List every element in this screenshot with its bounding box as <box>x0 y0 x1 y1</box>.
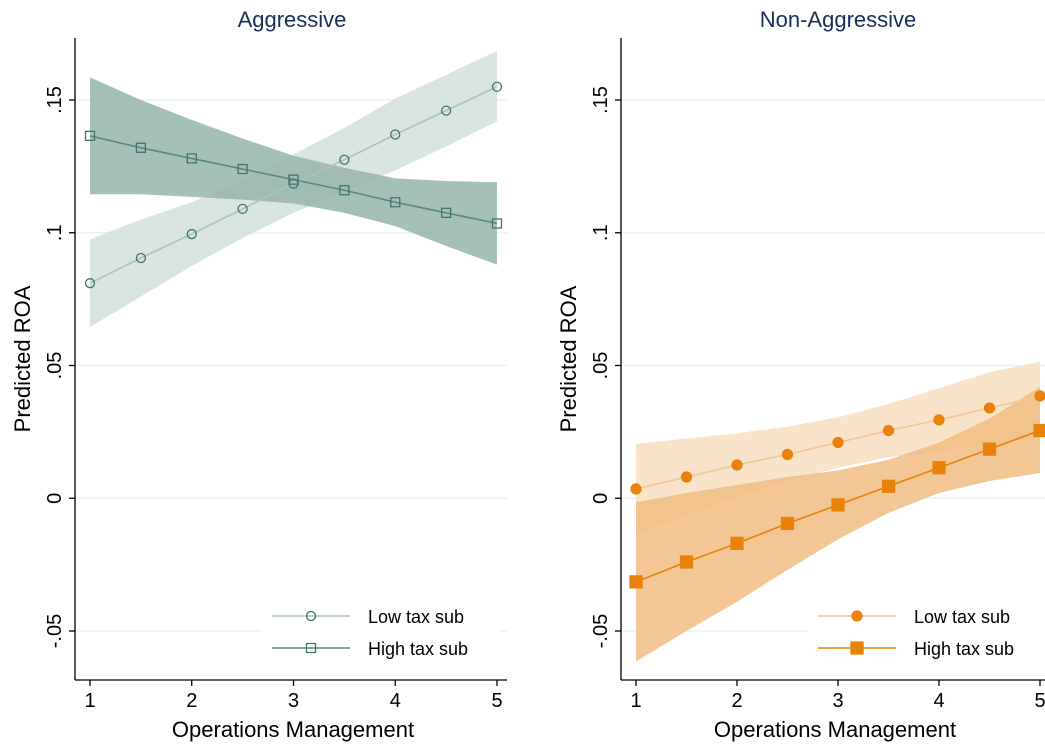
legend-box <box>808 598 1045 666</box>
data-point-low-tax-sub <box>781 448 794 461</box>
confidence-band-high-tax-sub <box>90 77 497 265</box>
legend-label: High tax sub <box>368 639 468 659</box>
data-point-low-tax-sub <box>186 228 197 240</box>
data-point-low-tax-sub <box>440 105 452 116</box>
x-tick-label: 3 <box>832 690 843 712</box>
data-point-high-tax-sub <box>186 153 197 164</box>
x-tick-label: 4 <box>933 690 944 712</box>
confidence-band-high-tax-sub <box>636 386 1040 662</box>
y-tick-label: .1 <box>44 224 66 241</box>
legend: Low tax sub High tax sub <box>262 598 500 666</box>
data-point-low-tax-sub <box>237 203 248 215</box>
y-tick-label: .15 <box>44 86 66 114</box>
panel-aggressive: -.05 0 .05 .1 .15 1 2 3 4 5 Operations Management P… <box>10 7 507 742</box>
data-point-low-tax-sub <box>882 424 895 437</box>
y-tick-label: 0 <box>44 493 66 504</box>
data-point-high-tax-sub <box>1033 423 1045 438</box>
data-point-low-tax-sub <box>84 278 96 289</box>
data-point-high-tax-sub <box>288 174 299 185</box>
x-tick-label: 5 <box>491 690 502 712</box>
data-point-low-tax-sub <box>731 459 743 471</box>
data-point-low-tax-sub <box>832 436 844 449</box>
legend-label: Low tax sub <box>914 607 1010 627</box>
y-tick-label: .05 <box>44 352 66 380</box>
y-tick-label: -.05 <box>590 614 612 648</box>
x-axis-title: Operations Management <box>714 717 956 742</box>
data-point-high-tax-sub <box>982 442 997 456</box>
y-tick-label: .1 <box>590 224 612 241</box>
legend: Low tax sub High tax sub <box>808 598 1045 666</box>
data-point-high-tax-sub <box>780 516 795 531</box>
data-point-low-tax-sub <box>680 471 693 483</box>
y-axis-title: Predicted ROA <box>556 285 581 432</box>
data-point-high-tax-sub <box>679 555 694 569</box>
data-point-low-tax-sub <box>135 252 147 264</box>
data-point-high-tax-sub <box>831 498 845 512</box>
y-tick-label: .05 <box>590 352 612 380</box>
data-point-low-tax-sub <box>1034 390 1045 402</box>
x-tick-label: 2 <box>731 690 742 712</box>
x-tick-label: 4 <box>390 690 401 712</box>
legend-marker <box>305 610 317 622</box>
legend-marker <box>305 642 317 654</box>
data-point-high-tax-sub <box>491 218 503 229</box>
data-point-high-tax-sub <box>84 130 96 141</box>
legend-marker <box>851 610 863 622</box>
legend-label: High tax sub <box>914 639 1014 659</box>
x-tick-label: 3 <box>288 690 299 712</box>
y-axis-title: Predicted ROA <box>10 285 35 432</box>
data-point-high-tax-sub <box>932 461 946 475</box>
data-point-high-tax-sub <box>135 142 147 153</box>
data-point-low-tax-sub <box>933 414 945 426</box>
data-point-low-tax-sub <box>983 402 996 414</box>
data-point-high-tax-sub <box>629 575 643 589</box>
y-tick-label: .15 <box>590 86 612 114</box>
y-tick-label: -.05 <box>44 614 66 648</box>
panel-title: Non-Aggressive <box>760 7 917 32</box>
data-point-high-tax-sub <box>881 479 896 493</box>
data-point-low-tax-sub <box>630 483 642 495</box>
panel-non-aggressive: -.05 0 .05 .1 .15 1 2 3 4 5 Operations Management P… <box>556 7 1045 742</box>
data-point-low-tax-sub <box>339 154 350 165</box>
legend-marker <box>850 641 864 655</box>
x-tick-label: 5 <box>1034 690 1045 712</box>
data-point-high-tax-sub <box>339 185 350 196</box>
x-axis-title: Operations Management <box>172 717 414 742</box>
x-tick-label: 1 <box>84 690 95 712</box>
panel-title: Aggressive <box>238 7 347 32</box>
x-tick-label: 2 <box>186 690 197 712</box>
x-tick-label: 1 <box>630 690 641 712</box>
data-point-low-tax-sub <box>491 81 503 92</box>
data-point-high-tax-sub <box>730 536 744 551</box>
data-point-low-tax-sub <box>390 129 401 140</box>
legend-box <box>262 598 500 666</box>
legend-label: Low tax sub <box>368 607 464 627</box>
data-point-high-tax-sub <box>390 197 401 208</box>
y-tick-label: 0 <box>590 493 612 504</box>
data-point-high-tax-sub <box>440 207 452 218</box>
data-point-high-tax-sub <box>237 163 248 175</box>
